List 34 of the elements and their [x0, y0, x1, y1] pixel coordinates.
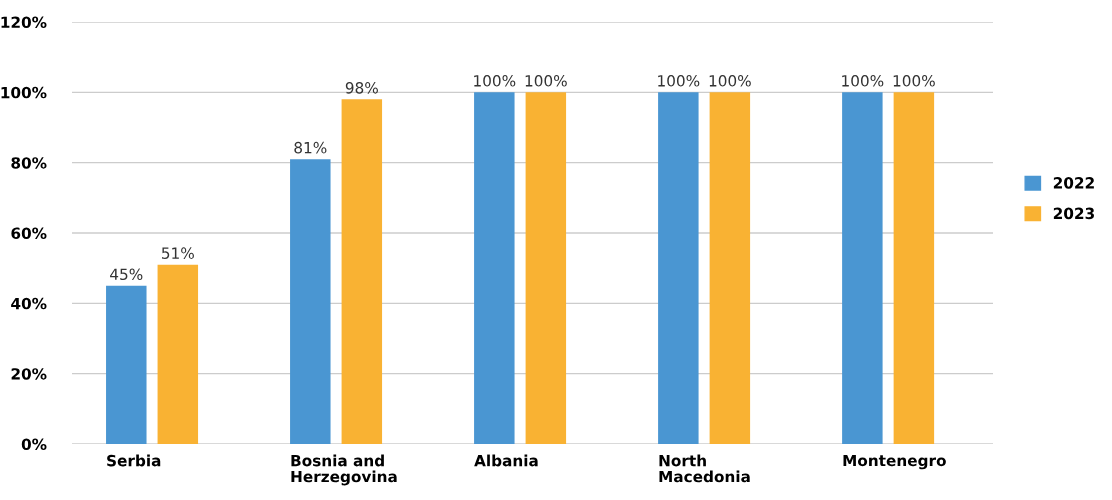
y-tick-label: 40%	[11, 297, 47, 310]
data-label: 100%	[709, 75, 751, 87]
x-tick-label: Serbia	[107, 454, 161, 467]
bar	[290, 159, 331, 444]
y-tick-label: 120%	[1, 16, 47, 29]
y-tick-label: 20%	[11, 368, 47, 380]
data-label: 81%	[294, 141, 327, 154]
data-label: 100%	[658, 75, 700, 87]
legend-label: 2022	[1053, 177, 1094, 189]
x-tick-label: Montenegro	[843, 454, 946, 470]
data-label: 100%	[893, 75, 935, 87]
bar	[341, 99, 383, 444]
bar	[525, 92, 567, 444]
data-label: 45%	[110, 268, 143, 281]
y-tick-label: 60%	[11, 227, 47, 240]
bar	[157, 264, 199, 444]
y-tick-label: 0%	[21, 438, 47, 451]
bar	[106, 285, 147, 444]
x-tick-label: Albania	[474, 454, 538, 467]
data-label: 100%	[474, 75, 516, 87]
data-label: 51%	[162, 247, 194, 259]
data-label: 100%	[842, 75, 884, 87]
y-tick-label: 80%	[11, 157, 47, 169]
bar	[474, 92, 515, 444]
x-tick-label: North Macedonia	[659, 454, 750, 483]
bar	[709, 92, 751, 444]
data-label: 98%	[345, 82, 378, 94]
y-tick-label: 100%	[1, 86, 47, 99]
bar	[658, 92, 699, 444]
legend-label: 2023	[1053, 207, 1094, 220]
x-tick-label: Bosnia and Herzegovina	[291, 454, 397, 486]
data-label: 100%	[525, 75, 567, 87]
bar	[842, 92, 883, 444]
bar	[893, 92, 935, 444]
